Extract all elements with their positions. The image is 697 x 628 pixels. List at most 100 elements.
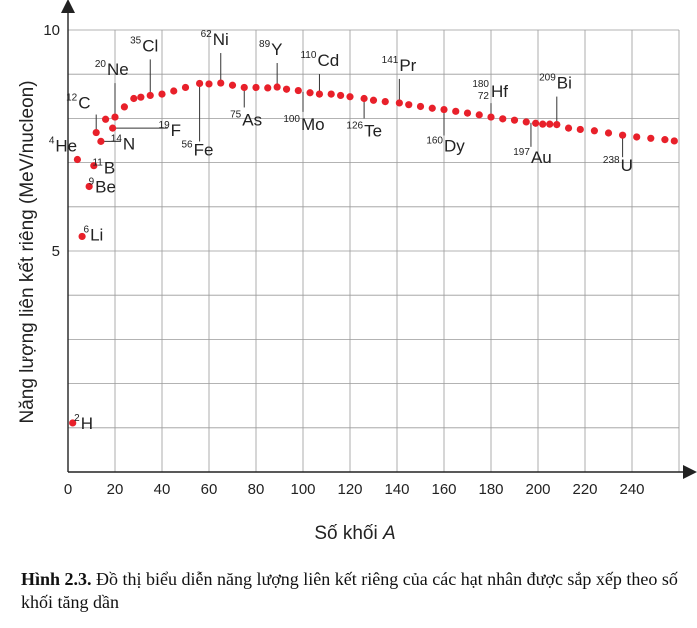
element-label-mass-number: 209: [539, 73, 556, 84]
element-label-mass-number: 12: [66, 93, 78, 104]
element-label-symbol: Y: [271, 40, 282, 59]
element-label-c: 12 C: [66, 93, 90, 113]
element-label-mass-number: 14: [111, 133, 123, 144]
data-point: [111, 113, 119, 121]
element-label-symbol: Li: [90, 225, 103, 244]
data-point: [146, 91, 154, 100]
element-label-ne: 20 Ne: [95, 59, 129, 79]
data-point: [369, 96, 378, 104]
element-label-symbol: Dy: [444, 137, 465, 156]
data-point: [647, 134, 655, 142]
data-point: [137, 93, 145, 101]
data-point: [475, 111, 483, 119]
data-point: [463, 109, 472, 117]
element-label-n: 14 N: [111, 133, 135, 153]
element-label-he: 4 He: [49, 136, 77, 156]
element-label-f: 19 F: [159, 120, 182, 140]
data-point: [381, 98, 389, 106]
data-point: [228, 81, 237, 89]
element-label-symbol: Hf: [491, 82, 508, 101]
data-point: [532, 119, 540, 127]
data-point: [158, 90, 166, 98]
data-point: [120, 103, 128, 111]
element-label-symbol: He: [55, 137, 77, 156]
caption-label: Hình 2.3.: [21, 569, 92, 589]
element-label-symbol: H: [81, 414, 93, 433]
data-point: [564, 124, 573, 132]
element-label-symbol: Bi: [557, 74, 572, 93]
data-point: [360, 94, 368, 103]
x-tick-label: 140: [384, 481, 409, 498]
element-label-u: 238 U: [603, 155, 633, 175]
data-point: [576, 125, 584, 134]
element-label-mass-number: 126: [346, 121, 363, 132]
data-point: [69, 419, 77, 427]
x-tick-label: 160: [431, 481, 456, 498]
data-point: [510, 116, 519, 124]
data-point: [252, 83, 260, 92]
x-axis-label-variable: A: [382, 523, 396, 544]
element-label-mass-number: 180: [472, 79, 489, 90]
chart-axes: [61, 0, 697, 479]
element-label-dy: 160 Dy: [426, 136, 465, 156]
data-point: [487, 113, 495, 121]
data-point: [670, 137, 678, 145]
data-point: [416, 102, 425, 111]
element-label-symbol: Pr: [399, 56, 416, 75]
data-point: [90, 162, 98, 170]
element-label-symbol: Cl: [142, 36, 158, 55]
element-label-as: 75 As: [230, 109, 262, 129]
caption-text: Đồ thị biểu diễn năng lượng liên kết riê…: [21, 569, 678, 612]
data-point: [97, 137, 105, 145]
element-label-mass-number: 197: [513, 147, 530, 158]
data-point: [604, 129, 613, 137]
element-label-mass-number: 6: [84, 224, 90, 235]
data-point: [205, 80, 213, 88]
x-tick-label: 220: [572, 481, 597, 498]
data-point: [327, 90, 335, 98]
element-label-symbol: Fe: [194, 140, 214, 159]
data-point: [170, 87, 178, 95]
x-tick-label: 180: [478, 481, 503, 498]
data-point: [282, 85, 291, 93]
data-point: [405, 101, 413, 109]
data-point: [337, 91, 345, 100]
element-label-mass-number: 110: [300, 50, 316, 61]
data-point: [661, 136, 669, 144]
data-point: [553, 120, 561, 129]
element-label-symbol: B: [104, 159, 115, 178]
annotation-leaders: [95, 53, 624, 158]
data-point: [499, 115, 507, 123]
element-label-mass-number: 2: [74, 413, 80, 424]
element-label-y: 89 Y: [259, 39, 282, 59]
x-tick-label: 40: [154, 481, 171, 498]
element-label-symbol: Cd: [317, 51, 339, 70]
element-label-mass-number: 4: [49, 136, 55, 147]
element-label-symbol: Mo: [301, 115, 325, 134]
element-label-symbol: Te: [364, 122, 382, 141]
data-point: [315, 90, 324, 98]
element-label-te: 126 Te: [346, 121, 382, 141]
element-label-mass-number: 100: [283, 114, 300, 125]
element-label-ni: 62 Ni: [201, 29, 229, 49]
element-label-mass-number: 35: [130, 35, 142, 46]
data-point: [294, 86, 302, 95]
element-label-mass-number: 89: [259, 39, 271, 50]
element-label-symbol: As: [242, 110, 262, 129]
chart-grid: [68, 29, 680, 472]
element-label-au: 197 Au: [513, 147, 551, 167]
element-label-mass-number: 75: [230, 109, 242, 120]
element-label-mass-number: 62: [201, 29, 213, 40]
data-point: [633, 133, 641, 141]
element-label-symbol: U: [621, 156, 633, 175]
data-points: [69, 79, 678, 427]
element-label-cd: 110 Cd: [300, 50, 339, 70]
element-label-mass-number: 19: [159, 120, 171, 131]
x-tick-label: 20: [107, 481, 124, 498]
data-point: [240, 83, 248, 92]
data-point: [428, 104, 436, 112]
data-point: [395, 99, 403, 107]
